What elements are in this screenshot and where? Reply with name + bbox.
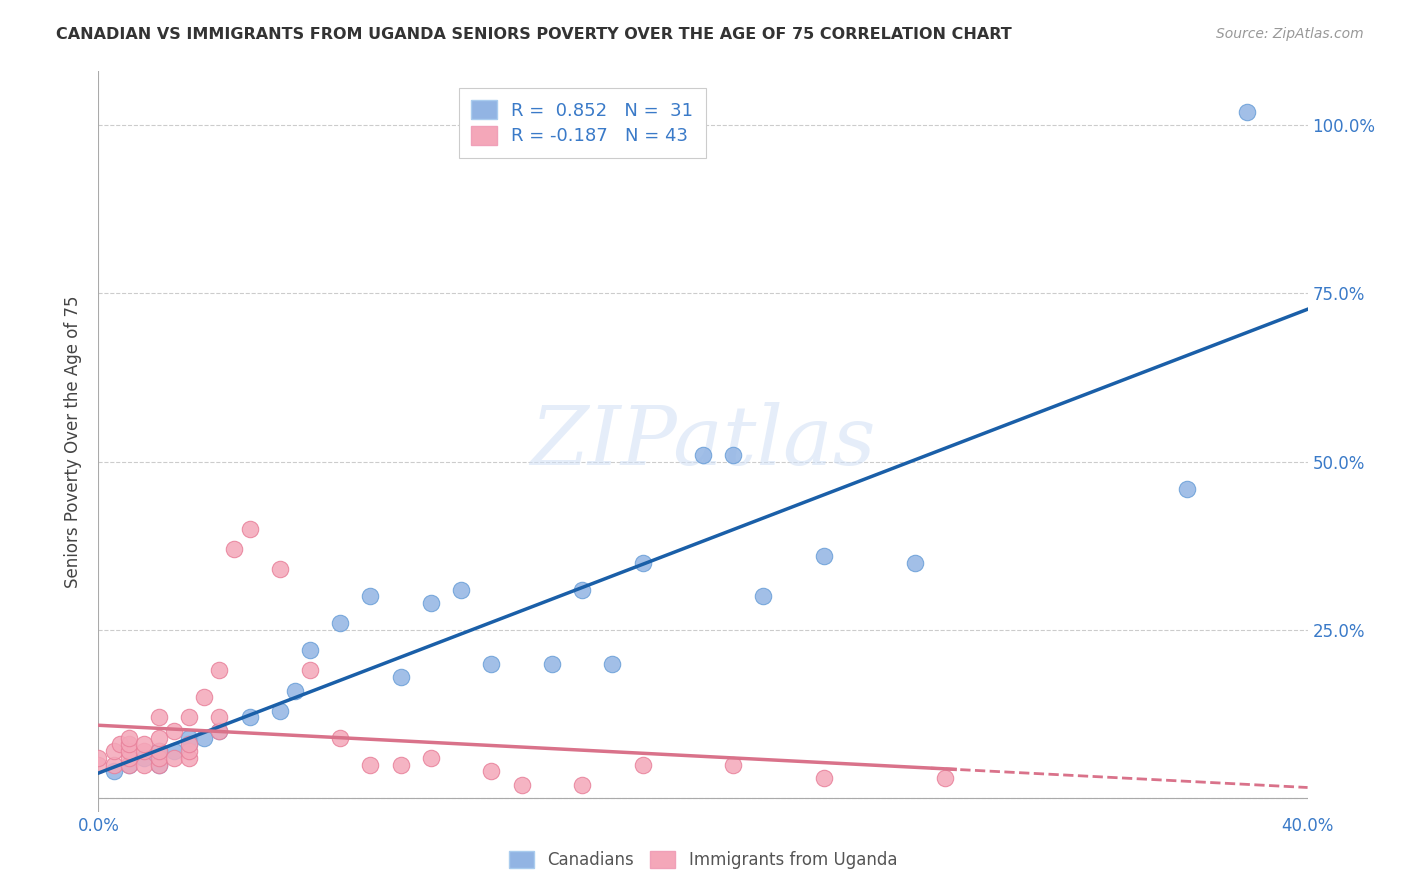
Point [510, 778, 533, 792]
Text: ZIPatlas: ZIPatlas [530, 401, 876, 482]
Point [450, 582, 472, 597]
Point [118, 731, 141, 745]
Point [132, 744, 155, 758]
Point [148, 731, 170, 745]
Point [360, 757, 382, 772]
Point [148, 744, 170, 758]
Point [193, 731, 215, 745]
Point [1175, 482, 1198, 496]
Point [132, 738, 155, 752]
Point [118, 757, 141, 772]
Point [723, 757, 745, 772]
Point [631, 556, 654, 570]
Point [148, 757, 170, 772]
Point [360, 590, 382, 604]
Point [329, 731, 352, 745]
Point [163, 751, 186, 765]
Y-axis label: Seniors Poverty Over the Age of 75: Seniors Poverty Over the Age of 75 [65, 295, 83, 588]
Point [118, 751, 141, 765]
Point [481, 764, 503, 779]
Point [299, 664, 322, 678]
Point [420, 751, 443, 765]
Point [193, 690, 215, 705]
Point [284, 683, 307, 698]
Point [179, 731, 201, 745]
Point [118, 738, 141, 752]
Point [87, 757, 110, 772]
Text: CANADIAN VS IMMIGRANTS FROM UGANDA SENIORS POVERTY OVER THE AGE OF 75 CORRELATIO: CANADIAN VS IMMIGRANTS FROM UGANDA SENIO… [56, 27, 1012, 42]
Point [148, 744, 170, 758]
Legend: Canadians, Immigrants from Uganda: Canadians, Immigrants from Uganda [499, 841, 907, 880]
Point [540, 657, 562, 671]
Point [132, 751, 155, 765]
Point [571, 582, 593, 597]
Point [813, 549, 835, 563]
Point [179, 744, 201, 758]
Point [108, 738, 131, 752]
Point [602, 657, 624, 671]
Point [87, 751, 110, 765]
Point [179, 751, 201, 765]
Point [631, 757, 654, 772]
Point [224, 542, 246, 557]
Point [148, 751, 170, 765]
Point [1236, 104, 1258, 119]
Point [179, 738, 201, 752]
Point [132, 757, 155, 772]
Point [299, 643, 322, 657]
Point [208, 710, 231, 724]
Point [692, 448, 714, 462]
Point [179, 738, 201, 752]
Point [329, 616, 352, 631]
Point [208, 723, 231, 738]
Point [179, 710, 201, 724]
Point [163, 744, 186, 758]
Point [813, 771, 835, 785]
Point [481, 657, 503, 671]
Point [571, 778, 593, 792]
Point [389, 757, 412, 772]
Point [103, 757, 125, 772]
Point [118, 757, 141, 772]
Text: Source: ZipAtlas.com: Source: ZipAtlas.com [1216, 27, 1364, 41]
Point [118, 744, 141, 758]
Point [239, 522, 262, 536]
Point [269, 562, 291, 576]
Point [163, 723, 186, 738]
Point [723, 448, 745, 462]
Point [208, 723, 231, 738]
Point [420, 596, 443, 610]
Point [103, 744, 125, 758]
Point [934, 771, 956, 785]
Point [103, 764, 125, 779]
Point [148, 710, 170, 724]
Point [239, 710, 262, 724]
Point [208, 664, 231, 678]
Point [904, 556, 927, 570]
Legend: R =  0.852   N =  31, R = -0.187   N = 43: R = 0.852 N = 31, R = -0.187 N = 43 [458, 87, 706, 158]
Point [752, 590, 775, 604]
Point [269, 704, 291, 718]
Point [148, 757, 170, 772]
Point [389, 670, 412, 684]
